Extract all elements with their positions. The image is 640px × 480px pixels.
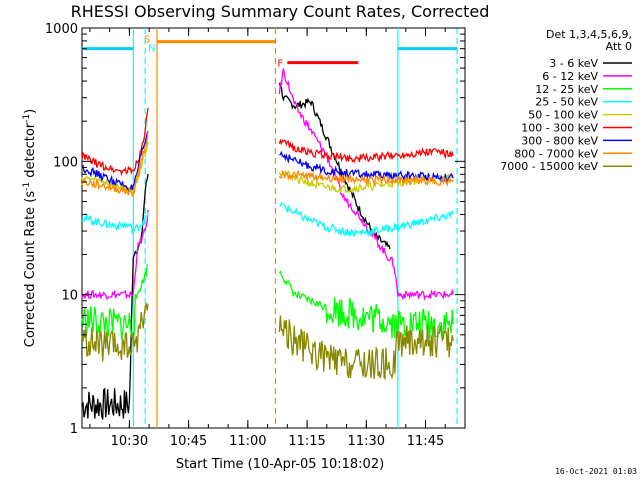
legend-label-2: 12 - 25 keV bbox=[535, 83, 598, 96]
series-line-7-0 bbox=[81, 130, 149, 198]
legend-header-0: Det 1,3,4,5,6,9, bbox=[546, 28, 632, 41]
series-line-1-1 bbox=[278, 68, 454, 301]
series-line-3-1 bbox=[279, 202, 454, 238]
y-tick-label-10: 10 bbox=[61, 289, 78, 304]
x-tick-label-1115: 11:15 bbox=[288, 434, 325, 449]
x-tick-label-1130: 11:30 bbox=[348, 434, 385, 449]
flag-label-2: F bbox=[277, 59, 283, 70]
legend-label-3: 25 - 50 keV bbox=[535, 96, 598, 109]
legend-label-8: 7000 - 15000 keV bbox=[500, 160, 598, 173]
series-line-5-1 bbox=[278, 138, 454, 164]
series-line-8-0 bbox=[81, 301, 149, 362]
x-tick-label-1030: 10:30 bbox=[111, 434, 148, 449]
series-line-2-0 bbox=[81, 264, 149, 340]
series-7000-15000-kev bbox=[81, 301, 454, 381]
legend-header-1: Att 0 bbox=[606, 40, 632, 53]
legend-label-5: 100 - 300 keV bbox=[521, 122, 598, 135]
x-axis-label: Start Time (10-Apr-05 10:18:02) bbox=[176, 457, 384, 472]
series-6-12-kev bbox=[81, 68, 454, 301]
series-line-8-1 bbox=[278, 315, 454, 381]
series-line-1-0 bbox=[81, 209, 149, 300]
y-axis-label: Corrected Count Rate (s-1 detector-1) bbox=[22, 109, 38, 347]
series-25-50-kev bbox=[81, 202, 454, 238]
vertical-markers bbox=[132, 28, 458, 428]
y-tick-label-1000: 1000 bbox=[45, 22, 78, 37]
legend-label-0: 3 - 6 keV bbox=[549, 57, 598, 70]
series-800-7000-kev bbox=[81, 130, 454, 198]
plot-frame bbox=[81, 27, 466, 429]
series-line-0-1 bbox=[278, 82, 391, 250]
plot-area bbox=[81, 27, 466, 429]
series-3-6-kev bbox=[81, 82, 391, 420]
x-tick-label-1145: 11:45 bbox=[407, 434, 444, 449]
series-group bbox=[81, 68, 454, 420]
y-tick-label-100: 100 bbox=[53, 155, 78, 170]
y-tick-label-1: 1 bbox=[70, 422, 78, 437]
footer-timestamp: 16-Oct-2021 01:03 bbox=[555, 467, 637, 476]
series-line-7-1 bbox=[278, 169, 454, 188]
flag-label-n: N bbox=[148, 44, 155, 55]
x-tick-label-1100: 11:00 bbox=[229, 434, 266, 449]
x-tick-label-1045: 10:45 bbox=[170, 434, 207, 449]
axes: 10:30 10:45 11:00 11:15 11:30 11:45 1 10 100 1000 bbox=[45, 22, 466, 449]
series-line-5-0 bbox=[81, 107, 149, 177]
flag-label-1: S bbox=[144, 35, 150, 46]
flag-bars: S F N bbox=[82, 35, 458, 70]
legend-label-6: 300 - 800 keV bbox=[521, 134, 598, 147]
legend-label-7: 800 - 7000 keV bbox=[514, 147, 598, 160]
series-12-25-kev bbox=[81, 264, 454, 340]
series-line-6-0 bbox=[81, 130, 149, 192]
series-100-300-kev bbox=[81, 107, 454, 177]
series-line-3-0 bbox=[81, 211, 149, 234]
chart-title: RHESSI Observing Summary Count Rates, Co… bbox=[71, 2, 490, 21]
series-line-2-1 bbox=[278, 270, 454, 340]
legend-label-1: 6 - 12 keV bbox=[542, 70, 598, 83]
legend-label-4: 50 - 100 keV bbox=[528, 109, 598, 122]
